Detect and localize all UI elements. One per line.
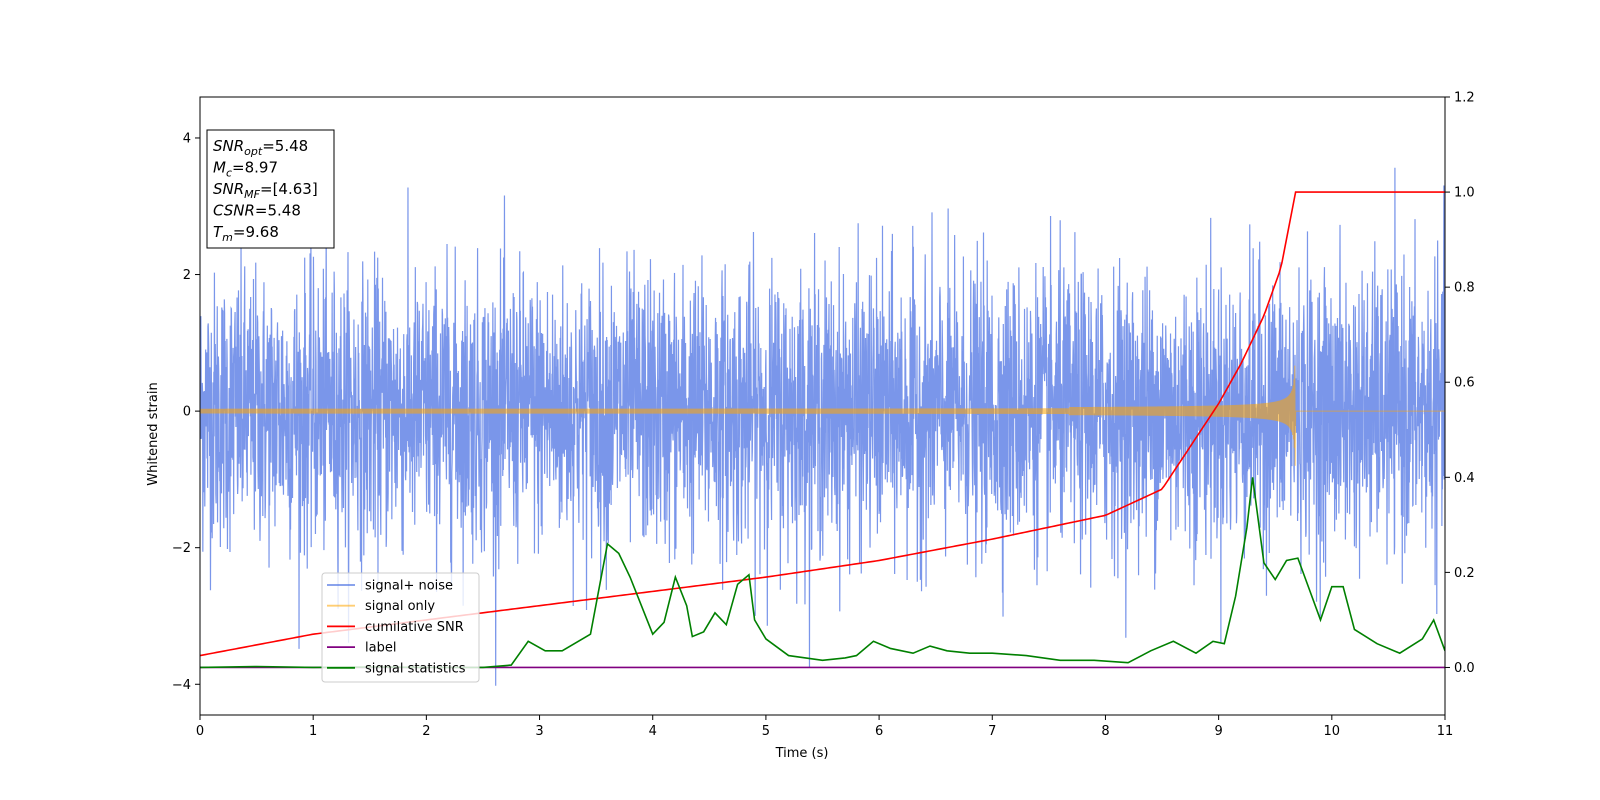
y-tick-label-left: 4 <box>183 131 191 146</box>
legend-entry-label: cumilative SNR <box>365 620 464 635</box>
y-tick-label-right: 0.8 <box>1454 281 1475 296</box>
y-tick-label-right: 0.4 <box>1454 471 1475 486</box>
plot-frame <box>199 96 1446 716</box>
x-tick-label: 8 <box>1101 724 1109 739</box>
x-tick-label: 11 <box>1437 724 1454 739</box>
x-tick-label: 4 <box>649 724 657 739</box>
y-tick-label-right: 1.2 <box>1454 91 1475 106</box>
annotation-line: Mc=8.97 <box>213 159 278 180</box>
y-tick-label-right: 0.6 <box>1454 376 1475 391</box>
x-tick-label: 5 <box>762 724 770 739</box>
x-tick-label: 6 <box>875 724 883 739</box>
y-tick-label-right: 1.0 <box>1454 186 1475 201</box>
legend-entry-label: signal+ noise <box>365 579 453 594</box>
annotation-line: SNRopt=5.48 <box>213 137 308 158</box>
x-tick-label: 0 <box>196 724 204 739</box>
annotation-line: CSNR=5.48 <box>213 202 301 220</box>
legend <box>321 572 480 683</box>
x-tick-label: 7 <box>988 724 996 739</box>
x-tick-label: 3 <box>535 724 543 739</box>
annotation-line: SNRMF=[4.63] <box>213 180 318 201</box>
x-tick-label: 1 <box>309 724 317 739</box>
x-tick-label: 9 <box>1214 724 1222 739</box>
y-tick-label-right: 0.0 <box>1454 661 1475 676</box>
series-line-signal-only <box>200 365 1445 466</box>
x-tick-label: 2 <box>422 724 430 739</box>
y-tick-label-left: 0 <box>183 405 191 420</box>
y-tick-label-left: −2 <box>172 541 191 556</box>
legend-entry-label: label <box>365 641 396 656</box>
x-tick-label: 10 <box>1324 724 1341 739</box>
y-tick-label-right: 0.2 <box>1454 566 1475 581</box>
x-axis-label: Time (s) <box>775 746 829 761</box>
annotation-box <box>206 129 335 249</box>
legend-entry-label: signal only <box>365 599 435 614</box>
y-tick-label-left: −4 <box>172 678 191 693</box>
y-tick-label-left: 2 <box>183 268 191 283</box>
annotation-line: Tm=9.68 <box>213 223 279 244</box>
series-line-signal-statistics <box>200 477 1445 669</box>
legend-entry-label: signal statistics <box>365 661 466 676</box>
y-axis-label: Whitened strain <box>146 382 161 485</box>
